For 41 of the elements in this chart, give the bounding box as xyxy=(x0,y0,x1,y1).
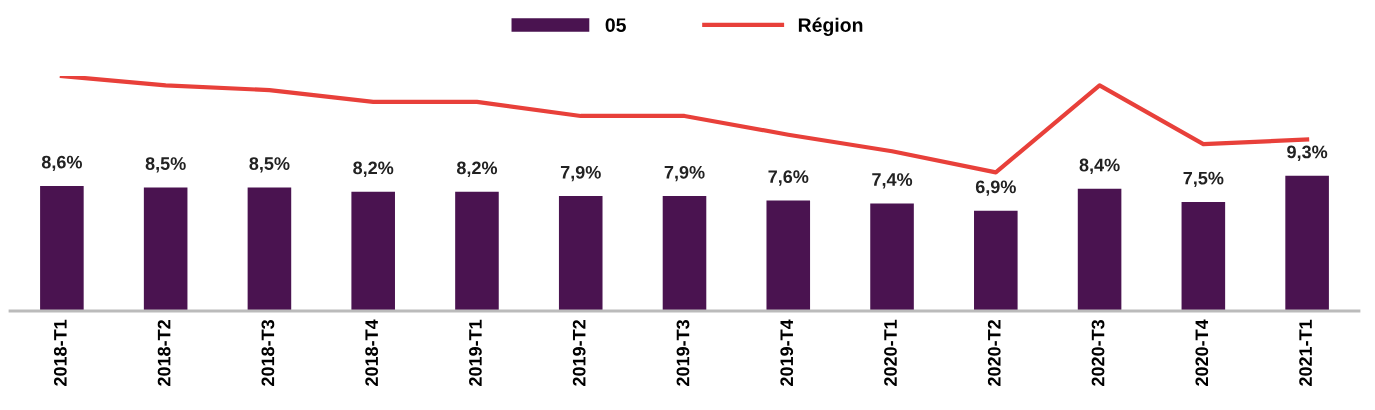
x-tick-label: 2018-T4 xyxy=(365,319,379,386)
x-tick-label: 2019-T1 xyxy=(469,319,482,386)
bar xyxy=(558,196,603,311)
data-label: 8,2% xyxy=(353,161,394,177)
x-tick-label: 2018-T1 xyxy=(53,319,67,386)
bar xyxy=(143,187,188,311)
x-tick-label: 2020-T4 xyxy=(1195,319,1209,386)
bar xyxy=(1181,201,1226,311)
data-label: 7,9% xyxy=(560,165,601,182)
x-tick-label: 2019-T4 xyxy=(780,319,794,386)
bar xyxy=(766,200,811,311)
bar xyxy=(870,203,914,311)
data-label: 8,6% xyxy=(41,155,82,172)
bar xyxy=(1077,188,1122,311)
data-label: 7,4% xyxy=(872,173,913,189)
bar xyxy=(351,191,395,311)
x-tick-label: 2021-T1 xyxy=(1299,319,1312,386)
x-tick-label: 2020-T1 xyxy=(884,319,897,386)
x-tick-label: 2018-T2 xyxy=(157,320,171,386)
data-label: 6,9% xyxy=(975,180,1016,196)
data-label: 7,5% xyxy=(1183,171,1224,188)
x-tick-label: 2019-T2 xyxy=(572,320,586,386)
data-label: 9,3% xyxy=(1287,145,1328,161)
data-label: 8,5% xyxy=(145,157,186,173)
bar xyxy=(662,196,707,311)
x-tick-label: 2020-T2 xyxy=(987,320,1001,386)
x-tick-label: 2020-T3 xyxy=(1091,319,1105,386)
bar xyxy=(40,185,84,311)
bar xyxy=(974,210,1018,311)
data-label: 7,9% xyxy=(664,165,705,182)
data-label: 8,4% xyxy=(1079,158,1120,175)
data-label: 8,2% xyxy=(456,161,498,177)
x-tick-label: 2019-T3 xyxy=(676,319,690,386)
bar xyxy=(1285,175,1329,311)
legend-label: Région xyxy=(798,17,863,36)
bar xyxy=(247,187,292,311)
data-label: 7,6% xyxy=(768,170,809,186)
legend-label: 05 xyxy=(605,18,626,32)
bar xyxy=(455,191,499,311)
x-tick-label: 2018-T3 xyxy=(261,319,275,386)
data-label: 8,5% xyxy=(249,157,290,173)
